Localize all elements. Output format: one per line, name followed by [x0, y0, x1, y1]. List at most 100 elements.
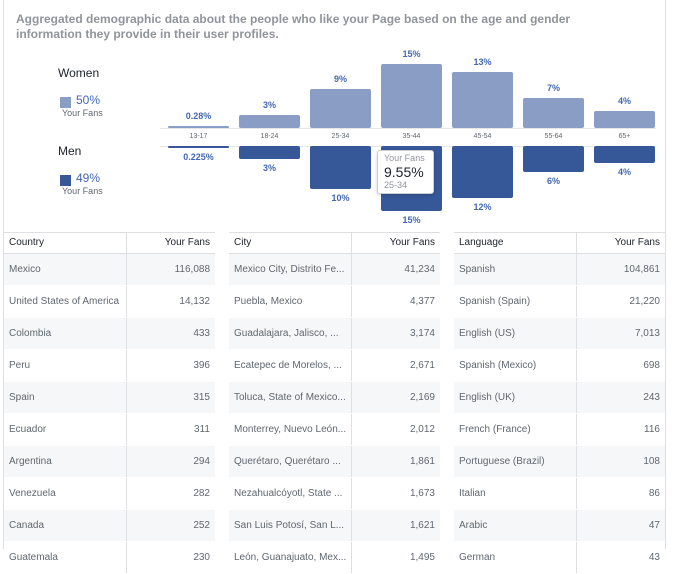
women-bar-25-34	[310, 89, 371, 128]
tooltip-age: 25-34	[384, 180, 408, 190]
row-name: Spain	[9, 392, 35, 403]
table-row: Italian 86	[454, 478, 665, 510]
column-header[interactable]: Country	[9, 237, 45, 248]
row-name: Portuguese (Brazil)	[459, 456, 545, 467]
row-fans: 315	[193, 392, 210, 403]
table-row: Arabic 47	[454, 510, 665, 542]
women-bar-55-64	[523, 97, 584, 128]
row-name: Ecuador	[9, 424, 47, 435]
row-fans: 230	[193, 552, 210, 563]
men-bar-13-17	[168, 146, 229, 148]
table-header: Country Your Fans	[4, 233, 215, 254]
row-name: Mexico City, Distrito Fe...	[234, 264, 345, 275]
age-tick-label: 55-64	[544, 133, 563, 140]
men-bar-45-54	[452, 146, 513, 198]
age-tick-label: 65+	[618, 133, 631, 140]
row-name: Guadalajara, Jalisco, ...	[234, 328, 339, 339]
women-value-label: 9%	[333, 74, 347, 85]
your-fans-header[interactable]: Your Fans	[164, 237, 210, 248]
table-row: Spanish (Spain) 21,220	[454, 286, 665, 318]
your-fans-header[interactable]: Your Fans	[614, 237, 660, 248]
table-row: Colombia 433	[4, 318, 215, 350]
women-label: Women	[58, 66, 100, 80]
table-header: Language Your Fans	[454, 233, 665, 254]
table-row: French (France) 116	[454, 414, 665, 446]
row-name: English (US)	[459, 328, 516, 339]
women-value-label: 15%	[402, 48, 421, 59]
women-bar-13-17	[168, 126, 229, 128]
tooltip-header: Your Fans	[384, 153, 425, 163]
row-fans: 104,861	[623, 264, 660, 275]
table-row: English (US) 7,013	[454, 318, 665, 350]
table-row: Ecatepec de Morelos, ... 2,671	[229, 350, 440, 382]
table-row: Canada 252	[4, 510, 215, 542]
men-value-label: 0.225%	[183, 152, 214, 162]
row-fans: 14,132	[179, 296, 210, 307]
women-sub: Your Fans	[62, 108, 103, 118]
table-row: English (UK) 243	[454, 382, 665, 414]
table-row: Spanish (Mexico) 698	[454, 350, 665, 382]
row-name: French (France)	[459, 424, 531, 435]
chart-tooltip: Your Fans 9.55% 25-34	[377, 150, 434, 194]
column-header[interactable]: City	[234, 237, 252, 248]
table-row: United States of America 14,132	[4, 286, 215, 318]
table-row: Portuguese (Brazil) 108	[454, 446, 665, 478]
women-bar-45-54	[452, 72, 513, 128]
table-row: León, Guanajuato, Mex... 1,495	[229, 542, 440, 574]
men-value-label: 12%	[473, 201, 492, 212]
table-row: Monterrey, Nuevo León... 2,012	[229, 414, 440, 446]
row-name: Venezuela	[9, 488, 56, 499]
row-name: Italian	[459, 488, 486, 499]
table-row: Mexico City, Distrito Fe... 41,234	[229, 254, 440, 286]
row-name: Arabic	[459, 520, 488, 531]
row-name: Querétaro, Querétaro ...	[234, 456, 341, 467]
row-fans: 1,621	[409, 520, 435, 531]
row-name: Toluca, State of Mexico...	[234, 392, 346, 403]
men-value-label: 3%	[262, 162, 276, 173]
table-row: Querétaro, Querétaro ... 1,861	[229, 446, 440, 478]
row-fans: 43	[648, 552, 660, 563]
row-fans: 1,495	[409, 552, 435, 563]
row-fans: 698	[643, 360, 660, 371]
women-percent: 50%	[76, 93, 101, 107]
table-row: Mexico 116,088	[4, 254, 215, 286]
row-fans: 1,673	[409, 488, 435, 499]
row-fans: 396	[193, 360, 210, 371]
row-fans: 7,013	[634, 328, 660, 339]
row-name: Puebla, Mexico	[234, 296, 303, 307]
row-name: León, Guanajuato, Mex...	[234, 552, 347, 563]
table-row: Argentina 294	[4, 446, 215, 478]
row-name: Spanish	[459, 264, 496, 275]
table-row: Puebla, Mexico 4,377	[229, 286, 440, 318]
men-value-label: 4%	[617, 167, 631, 178]
men-sub: Your Fans	[62, 186, 103, 196]
table-header: City Your Fans	[229, 233, 440, 254]
age-tick-label: 25-34	[331, 133, 350, 140]
row-fans: 116	[644, 424, 660, 435]
row-name: Ecatepec de Morelos, ...	[234, 360, 342, 371]
row-fans: 243	[643, 392, 660, 403]
men-swatch-icon	[60, 175, 71, 186]
table-row: San Luis Potosí, San L... 1,621	[229, 510, 440, 542]
language-table: Language Your Fans Spanish 104,861 Spanish (…	[454, 232, 665, 574]
your-fans-header[interactable]: Your Fans	[389, 237, 435, 248]
row-fans: 2,169	[409, 392, 435, 403]
men-bar-18-24	[239, 146, 300, 159]
women-value-label: 0.28%	[185, 111, 212, 121]
table-row: Nezahualcóyotl, State ... 1,673	[229, 478, 440, 510]
row-fans: 4,377	[409, 296, 435, 307]
row-fans: 41,234	[404, 264, 435, 275]
row-name: Spanish (Mexico)	[459, 360, 537, 371]
row-fans: 294	[193, 456, 210, 467]
table-row: Venezuela 282	[4, 478, 215, 510]
women-value-label: 7%	[546, 82, 560, 93]
row-name: Guatemala	[9, 552, 58, 563]
row-fans: 433	[193, 328, 210, 339]
row-fans: 116,088	[174, 264, 210, 275]
row-fans: 311	[194, 424, 210, 435]
column-header[interactable]: Language	[459, 237, 504, 248]
age-tick-label: 13-17	[189, 133, 208, 140]
page-description: Aggregated demographic data about the pe…	[16, 12, 571, 41]
row-fans: 2,671	[409, 360, 435, 371]
row-fans: 1,861	[409, 456, 435, 467]
